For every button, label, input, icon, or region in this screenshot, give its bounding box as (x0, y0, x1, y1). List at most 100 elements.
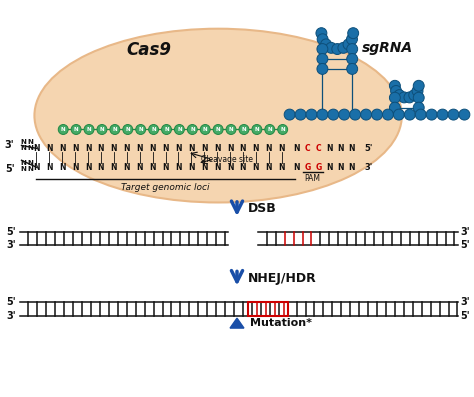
Text: N: N (175, 144, 182, 153)
Text: C: C (305, 144, 310, 153)
Text: N: N (20, 166, 27, 172)
Text: N: N (112, 127, 117, 132)
Circle shape (174, 125, 184, 135)
Circle shape (326, 42, 337, 53)
Polygon shape (230, 318, 244, 328)
Circle shape (187, 125, 197, 135)
Text: N: N (188, 163, 194, 172)
Text: N: N (253, 163, 259, 172)
Text: 5': 5' (5, 164, 14, 174)
Circle shape (295, 109, 306, 120)
Circle shape (284, 109, 295, 120)
Text: 5': 5' (460, 311, 470, 321)
Circle shape (346, 34, 357, 45)
Bar (248, 302, 288, 316)
Text: N: N (229, 127, 233, 132)
Text: sgRNA: sgRNA (361, 41, 412, 55)
Circle shape (350, 109, 361, 120)
Circle shape (404, 109, 415, 120)
Circle shape (346, 64, 358, 74)
Text: N: N (242, 127, 246, 132)
Text: N: N (110, 144, 117, 153)
Circle shape (265, 125, 275, 135)
Text: N: N (27, 145, 33, 151)
Text: N: N (20, 139, 27, 145)
Circle shape (343, 39, 354, 50)
Circle shape (409, 90, 419, 100)
Circle shape (383, 109, 393, 120)
Text: N: N (27, 139, 33, 145)
Circle shape (390, 92, 401, 103)
Text: N: N (137, 144, 143, 153)
Text: N: N (255, 127, 259, 132)
Text: 3': 3' (7, 240, 16, 250)
Text: 3': 3' (460, 227, 470, 237)
Text: N: N (72, 144, 78, 153)
Text: DSB: DSB (248, 202, 277, 216)
Text: N: N (138, 127, 143, 132)
Text: 5': 5' (460, 240, 470, 250)
Text: N: N (214, 163, 220, 172)
Text: N: N (27, 160, 33, 166)
Circle shape (213, 125, 223, 135)
Text: Mutation*: Mutation* (250, 318, 312, 328)
Circle shape (123, 125, 133, 135)
Text: Cas9: Cas9 (126, 41, 171, 59)
Text: N: N (85, 163, 91, 172)
Circle shape (348, 28, 359, 39)
Circle shape (391, 85, 401, 96)
Circle shape (390, 80, 401, 91)
Text: 5': 5' (7, 297, 16, 307)
Circle shape (399, 92, 410, 103)
Text: N: N (240, 144, 246, 153)
Text: N: N (326, 144, 333, 153)
Text: N: N (337, 163, 344, 172)
Text: PAM: PAM (304, 173, 320, 183)
Text: N: N (201, 144, 208, 153)
Text: N: N (162, 144, 169, 153)
Text: N: N (280, 127, 285, 132)
Text: N: N (72, 163, 78, 172)
Text: N: N (149, 163, 156, 172)
Text: N: N (227, 144, 233, 153)
Text: NHEJ/HDR: NHEJ/HDR (248, 272, 317, 285)
Circle shape (278, 125, 288, 135)
Circle shape (346, 44, 358, 54)
Text: N: N (85, 144, 91, 153)
Text: N: N (27, 166, 33, 172)
Text: N: N (348, 144, 355, 153)
Circle shape (320, 39, 331, 50)
Text: N: N (265, 144, 272, 153)
Text: N: N (326, 163, 333, 172)
Text: N: N (216, 127, 220, 132)
Circle shape (317, 109, 328, 120)
Text: N: N (20, 160, 27, 166)
Text: N: N (164, 127, 169, 132)
Circle shape (317, 54, 328, 64)
Text: N: N (124, 163, 130, 172)
Text: N: N (61, 127, 65, 132)
Ellipse shape (35, 29, 402, 202)
Text: N: N (278, 144, 285, 153)
Circle shape (58, 125, 68, 135)
Text: N: N (46, 144, 53, 153)
Circle shape (413, 102, 424, 113)
Text: N: N (33, 163, 40, 172)
Circle shape (437, 109, 448, 120)
Circle shape (317, 64, 328, 74)
Text: N: N (149, 144, 156, 153)
Text: N: N (214, 144, 220, 153)
Text: N: N (151, 127, 156, 132)
Text: N: N (227, 163, 233, 172)
Circle shape (339, 109, 350, 120)
Text: N: N (100, 127, 104, 132)
Text: 3': 3' (460, 297, 470, 307)
Text: 3': 3' (5, 141, 14, 150)
Text: N: N (126, 127, 130, 132)
Text: N: N (337, 144, 344, 153)
Text: 5': 5' (7, 227, 16, 237)
Text: G: G (315, 163, 321, 172)
Text: 3': 3' (364, 163, 373, 172)
Text: N: N (87, 127, 91, 132)
Circle shape (110, 125, 120, 135)
